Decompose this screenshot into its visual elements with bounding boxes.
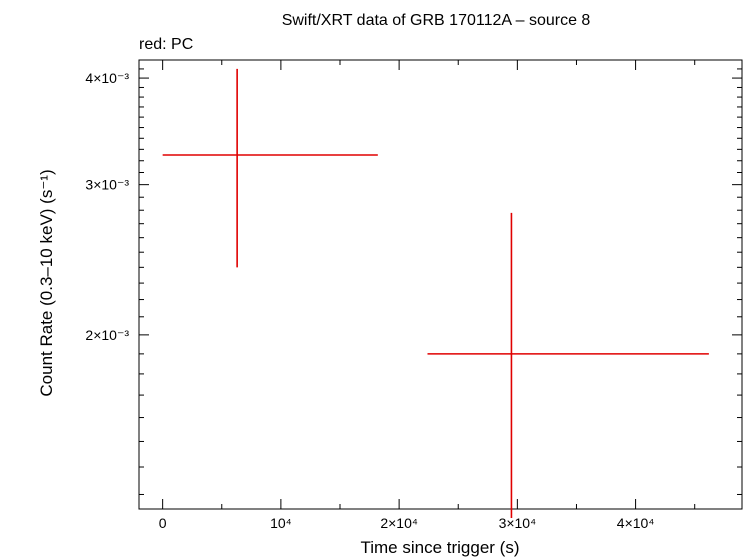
x-axis: 0 10⁴ 2×10⁴ 3×10⁴ 4×10⁴	[159, 60, 696, 531]
plot-frame	[138, 59, 743, 510]
y-tick-label: 2×10⁻³	[85, 327, 129, 343]
y-axis-label: Count Rate (0.3–10 keV) (s⁻¹)	[37, 169, 56, 396]
x-tick-label: 4×10⁴	[617, 515, 655, 531]
y-minor-ticks	[139, 68, 742, 495]
chart-subtitle: red: PC	[139, 36, 193, 53]
data-series	[162, 68, 709, 518]
x-axis-label: Time since trigger (s)	[360, 538, 519, 557]
y-axis: 2×10⁻³ 3×10⁻³ 4×10⁻³	[85, 70, 742, 343]
x-tick-label: 0	[159, 515, 167, 531]
chart-title: Swift/XRT data of GRB 170112A – source 8	[282, 12, 591, 29]
x-tick-label: 10⁴	[270, 515, 292, 531]
x-tick-label: 2×10⁴	[380, 515, 418, 531]
y-tick-label: 3×10⁻³	[85, 177, 129, 193]
y-tick-label: 4×10⁻³	[85, 70, 129, 86]
x-tick-label: 3×10⁴	[499, 515, 537, 531]
